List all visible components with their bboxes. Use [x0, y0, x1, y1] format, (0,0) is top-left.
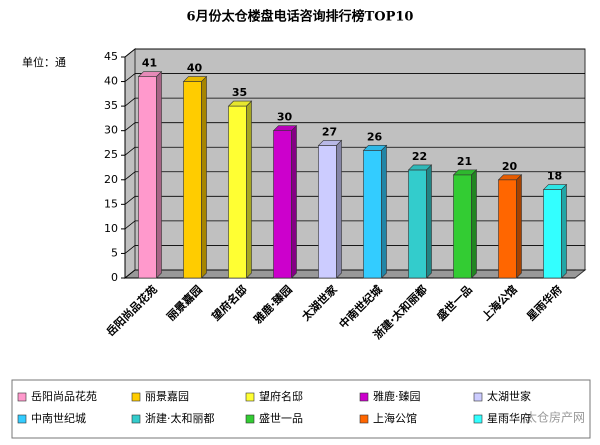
value-label: 41 [142, 57, 157, 70]
value-label: 35 [232, 86, 247, 99]
grid-line [124, 146, 136, 156]
legend-label: 望府名邸 [259, 389, 303, 403]
bar [183, 81, 202, 279]
side-wall [124, 47, 136, 280]
y-tick-label: 0 [111, 271, 118, 284]
legend-swatch [245, 414, 255, 424]
grid-line [124, 220, 136, 230]
bar-side [156, 70, 162, 279]
value-label: 18 [547, 170, 562, 183]
value-label: 27 [322, 125, 337, 138]
bar-side [426, 164, 432, 279]
legend-label: 星雨华府 [487, 411, 531, 425]
legend-label: 中南世纪城 [31, 412, 86, 425]
legend-label: 盛世一品 [259, 411, 303, 425]
grid-line [124, 269, 136, 279]
x-tick-label: 星雨华府 [524, 282, 565, 323]
bar-side [471, 169, 477, 279]
legend-swatch [131, 414, 141, 424]
legend-label: 雅鹿·臻园 [373, 389, 421, 403]
x-tick-label: 上海公馆 [479, 282, 520, 323]
grid-line [124, 122, 136, 131]
watermark: 太仓房产网 [525, 410, 585, 425]
grid-line [124, 196, 136, 205]
legend-swatch [473, 392, 483, 402]
y-tick-label: 45 [104, 50, 118, 63]
bar [408, 169, 427, 279]
bar [453, 174, 472, 279]
legend-swatch [473, 414, 483, 424]
bar-side [516, 174, 522, 279]
bar-side [336, 139, 342, 279]
value-label: 21 [457, 155, 472, 168]
value-label: 20 [502, 160, 518, 173]
legend-swatch [131, 392, 141, 402]
grid-line [124, 97, 136, 107]
x-tick-label: 中南世纪城 [336, 282, 385, 331]
legend-box [11, 379, 591, 439]
legend-label: 丽景嘉园 [145, 389, 189, 403]
grid-line [124, 171, 136, 181]
x-tick-label: 太湖世家 [298, 282, 340, 324]
y-tick-label: 40 [104, 75, 118, 88]
legend-label: 浙建·太和丽都 [145, 411, 215, 425]
legend-label: 岳阳尚品花苑 [31, 389, 97, 403]
y-tick-label: 35 [104, 99, 118, 112]
y-axis-label: 单位：通 [22, 55, 66, 69]
y-tick-label: 15 [104, 197, 118, 210]
x-tick-label: 望府名邸 [209, 282, 250, 323]
bar [273, 130, 292, 279]
bar-side [291, 124, 297, 279]
bar [498, 179, 517, 279]
value-label: 22 [412, 150, 427, 163]
x-tick-label: 丽景嘉园 [164, 282, 205, 323]
grid-line [124, 48, 136, 58]
y-tick-label: 5 [111, 246, 118, 259]
chart-title: 6月份太仓楼盘电话咨询排行榜TOP10 [187, 9, 414, 25]
grid-line [124, 245, 136, 254]
value-label: 30 [277, 111, 293, 124]
bar [543, 189, 562, 279]
bar [318, 145, 337, 279]
grid-line [124, 73, 136, 82]
bar-side [561, 183, 567, 279]
value-label: 26 [367, 130, 383, 143]
bar [228, 105, 247, 279]
bar [138, 76, 157, 279]
bar-side [381, 144, 387, 279]
legend-swatch [359, 414, 369, 424]
bar [363, 150, 382, 279]
legend-swatch [245, 392, 255, 402]
x-tick-label: 雅鹿·臻园 [251, 282, 295, 326]
legend-label: 太湖世家 [487, 389, 531, 403]
legend-swatch [17, 392, 27, 402]
x-tick-label: 岳阳尚品花苑 [103, 282, 160, 339]
y-tick-label: 30 [104, 124, 118, 137]
legend-swatch [359, 392, 369, 402]
y-tick-label: 20 [104, 173, 118, 186]
y-tick-label: 10 [104, 222, 118, 235]
value-label: 40 [187, 62, 203, 75]
legend-swatch [17, 414, 27, 424]
x-tick-label: 盛世一品 [434, 282, 475, 323]
bar-side [246, 100, 252, 279]
y-tick-label: 25 [104, 148, 118, 161]
bar-side [201, 75, 207, 279]
legend-label: 上海公馆 [373, 411, 417, 425]
